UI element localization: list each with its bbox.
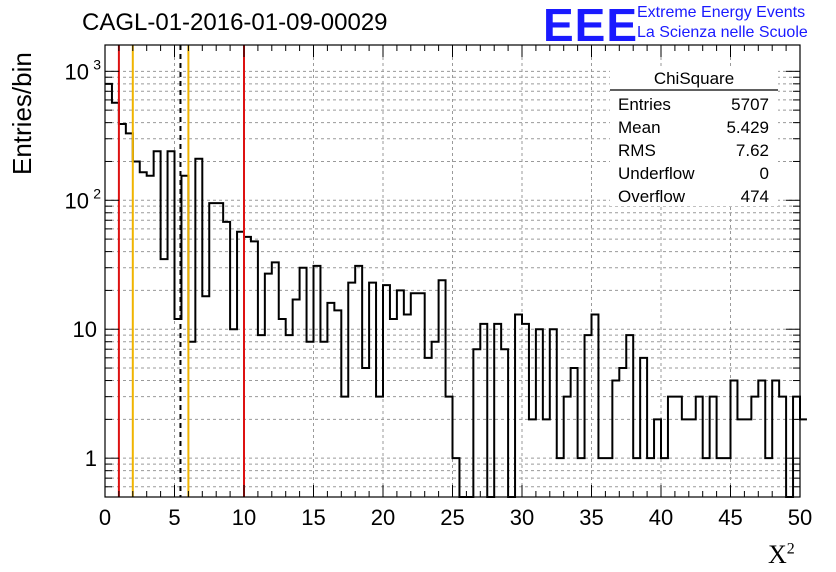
stats-value: 474 xyxy=(741,187,769,206)
y-tick-label: 1 xyxy=(85,446,97,471)
x-tick-label: 25 xyxy=(440,505,464,530)
stats-title: ChiSquare xyxy=(654,69,734,88)
x-tick-label: 45 xyxy=(718,505,742,530)
y-tick-label: 10 xyxy=(65,59,89,84)
y-tick-exponent: 2 xyxy=(93,185,101,201)
stats-value: 5.429 xyxy=(726,118,769,137)
stats-label: RMS xyxy=(618,141,656,160)
y-tick-label: 10 xyxy=(73,317,97,342)
stats-label: Underflow xyxy=(618,164,695,183)
x-tick-label: 10 xyxy=(232,505,256,530)
x-tick-label: 5 xyxy=(168,505,180,530)
stats-label: Entries xyxy=(618,95,671,114)
grid xyxy=(105,45,800,497)
stats-label: Overflow xyxy=(618,187,686,206)
histogram-series xyxy=(105,82,807,498)
x-tick-label: 30 xyxy=(510,505,534,530)
eee-logo: EEE xyxy=(543,0,639,51)
y-tick-exponent: 3 xyxy=(93,56,101,72)
x-axis-label: X2 xyxy=(768,540,795,570)
stats-value: 7.62 xyxy=(736,141,769,160)
x-tick-label: 50 xyxy=(788,505,812,530)
brand-line-2: La Scienza nelle Scuole xyxy=(637,24,808,41)
stats-label: Mean xyxy=(618,118,661,137)
x-tick-label: 40 xyxy=(649,505,673,530)
x-tick-label: 15 xyxy=(301,505,325,530)
brand-line-1: Extreme Energy Events xyxy=(637,4,806,21)
stats-box xyxy=(610,66,778,206)
stats-value: 0 xyxy=(760,164,769,183)
x-tick-label: 20 xyxy=(371,505,395,530)
y-tick-label: 10 xyxy=(65,188,89,213)
stats-value: 5707 xyxy=(731,95,769,114)
x-tick-label: 0 xyxy=(99,505,111,530)
x-axis-label-base: X xyxy=(768,540,787,569)
x-tick-label: 35 xyxy=(579,505,603,530)
x-axis-label-sup: 2 xyxy=(786,540,795,558)
chart-title: CAGL-01-2016-01-09-00029 xyxy=(82,9,388,36)
